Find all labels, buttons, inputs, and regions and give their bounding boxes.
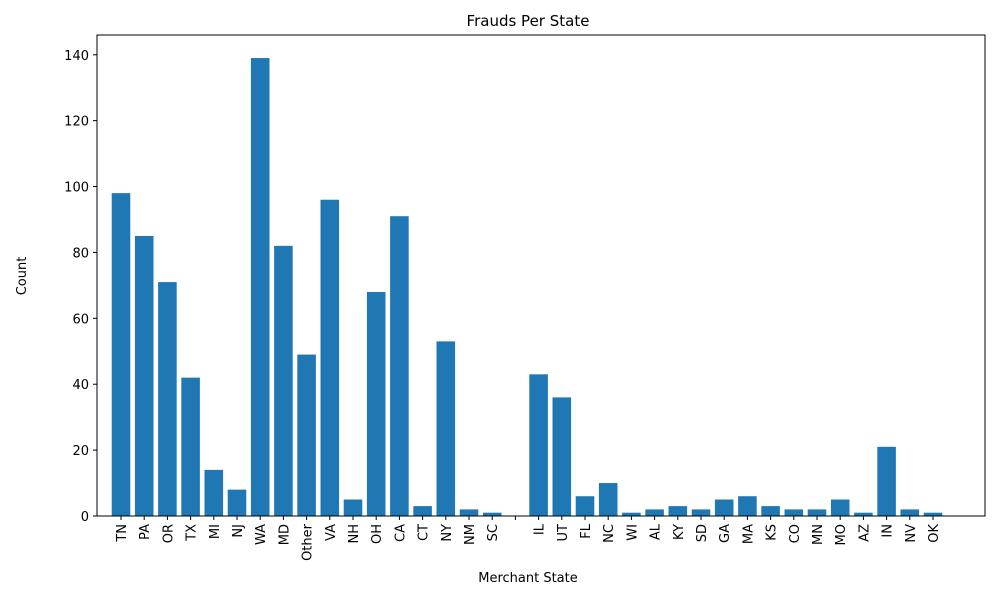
y-tick-label: 0 — [81, 510, 89, 525]
y-tick-label: 80 — [72, 246, 89, 261]
y-tick-label: 120 — [64, 115, 89, 130]
x-tick-label: MI — [208, 524, 223, 539]
bar — [181, 377, 200, 516]
x-tick-label: VA — [324, 524, 339, 541]
x-tick-label: CA — [393, 524, 408, 542]
x-tick-label: WI — [625, 524, 640, 541]
bar — [204, 469, 224, 516]
x-tick-label: NV — [904, 524, 919, 543]
bar — [575, 496, 595, 516]
x-tick-label: MD — [277, 524, 292, 545]
x-tick-label: TX — [185, 524, 200, 542]
x-tick-label: NM — [463, 524, 478, 545]
x-tick-label: SC — [486, 524, 501, 541]
bar — [714, 499, 734, 516]
bar — [645, 509, 664, 516]
x-tick-label: TN — [115, 524, 130, 543]
bar — [111, 193, 131, 516]
bar — [784, 509, 804, 516]
x-tick-label: NY — [440, 524, 455, 542]
bar — [297, 354, 316, 516]
bar — [436, 341, 456, 516]
y-tick-label: 100 — [64, 181, 89, 196]
x-tick-label: WA — [254, 524, 269, 545]
x-tick-label: CT — [417, 524, 432, 541]
y-tick-label: 140 — [64, 49, 89, 64]
bar — [459, 509, 479, 516]
x-tick-label: NC — [602, 524, 617, 543]
bar — [413, 506, 432, 516]
x-tick-label: IN — [881, 524, 896, 538]
bar — [320, 199, 340, 517]
bar — [598, 483, 618, 516]
bar — [552, 397, 572, 516]
bar — [830, 499, 850, 516]
bar — [227, 489, 247, 516]
bar — [877, 446, 896, 516]
bar — [738, 496, 757, 516]
x-tick-label: MN — [811, 524, 826, 545]
x-tick-label: OK — [927, 524, 942, 543]
y-tick-label: 20 — [72, 444, 89, 459]
bar — [390, 216, 409, 517]
bar — [761, 506, 780, 516]
x-tick-label: UT — [556, 524, 571, 542]
bar — [343, 499, 363, 516]
y-axis-label: Count — [15, 257, 30, 296]
x-axis-label: Merchant State — [478, 571, 578, 586]
x-tick-label: GA — [718, 524, 733, 543]
bar — [668, 506, 688, 516]
bar — [482, 512, 502, 516]
x-tick-label: MA — [741, 524, 756, 544]
x-tick-label: AL — [649, 523, 664, 540]
x-tick-label: SD — [695, 524, 710, 542]
axes-frame — [96, 34, 986, 517]
bar — [854, 512, 873, 516]
x-tick-label: AZ — [857, 524, 872, 542]
x-tick-label: MO — [834, 524, 849, 545]
bar — [134, 235, 154, 516]
bar — [529, 374, 548, 516]
x-tick-label: KY — [672, 524, 687, 540]
x-tick-label: NH — [347, 524, 362, 544]
x-tick-label: OR — [161, 524, 176, 543]
bar — [250, 58, 270, 516]
x-tick-label: Other — [301, 523, 316, 561]
bar — [923, 512, 943, 516]
x-tick-label: PA — [138, 524, 153, 540]
y-tick-label: 60 — [72, 312, 89, 327]
x-tick-label: FL — [579, 523, 594, 538]
x-tick-label: KS — [765, 524, 780, 541]
x-tick-label: OH — [370, 524, 385, 544]
bar — [900, 509, 920, 516]
bar — [807, 509, 827, 516]
bar — [691, 509, 711, 516]
bar — [158, 282, 177, 516]
x-tick-label: CO — [788, 524, 803, 543]
bar — [274, 245, 293, 517]
x-tick-label: NJ — [231, 524, 246, 538]
x-tick-label: IL — [533, 523, 548, 535]
bar — [366, 291, 386, 516]
chart-title: Frauds Per State — [467, 12, 590, 30]
bar — [622, 512, 641, 516]
y-tick-label: 40 — [72, 378, 89, 393]
